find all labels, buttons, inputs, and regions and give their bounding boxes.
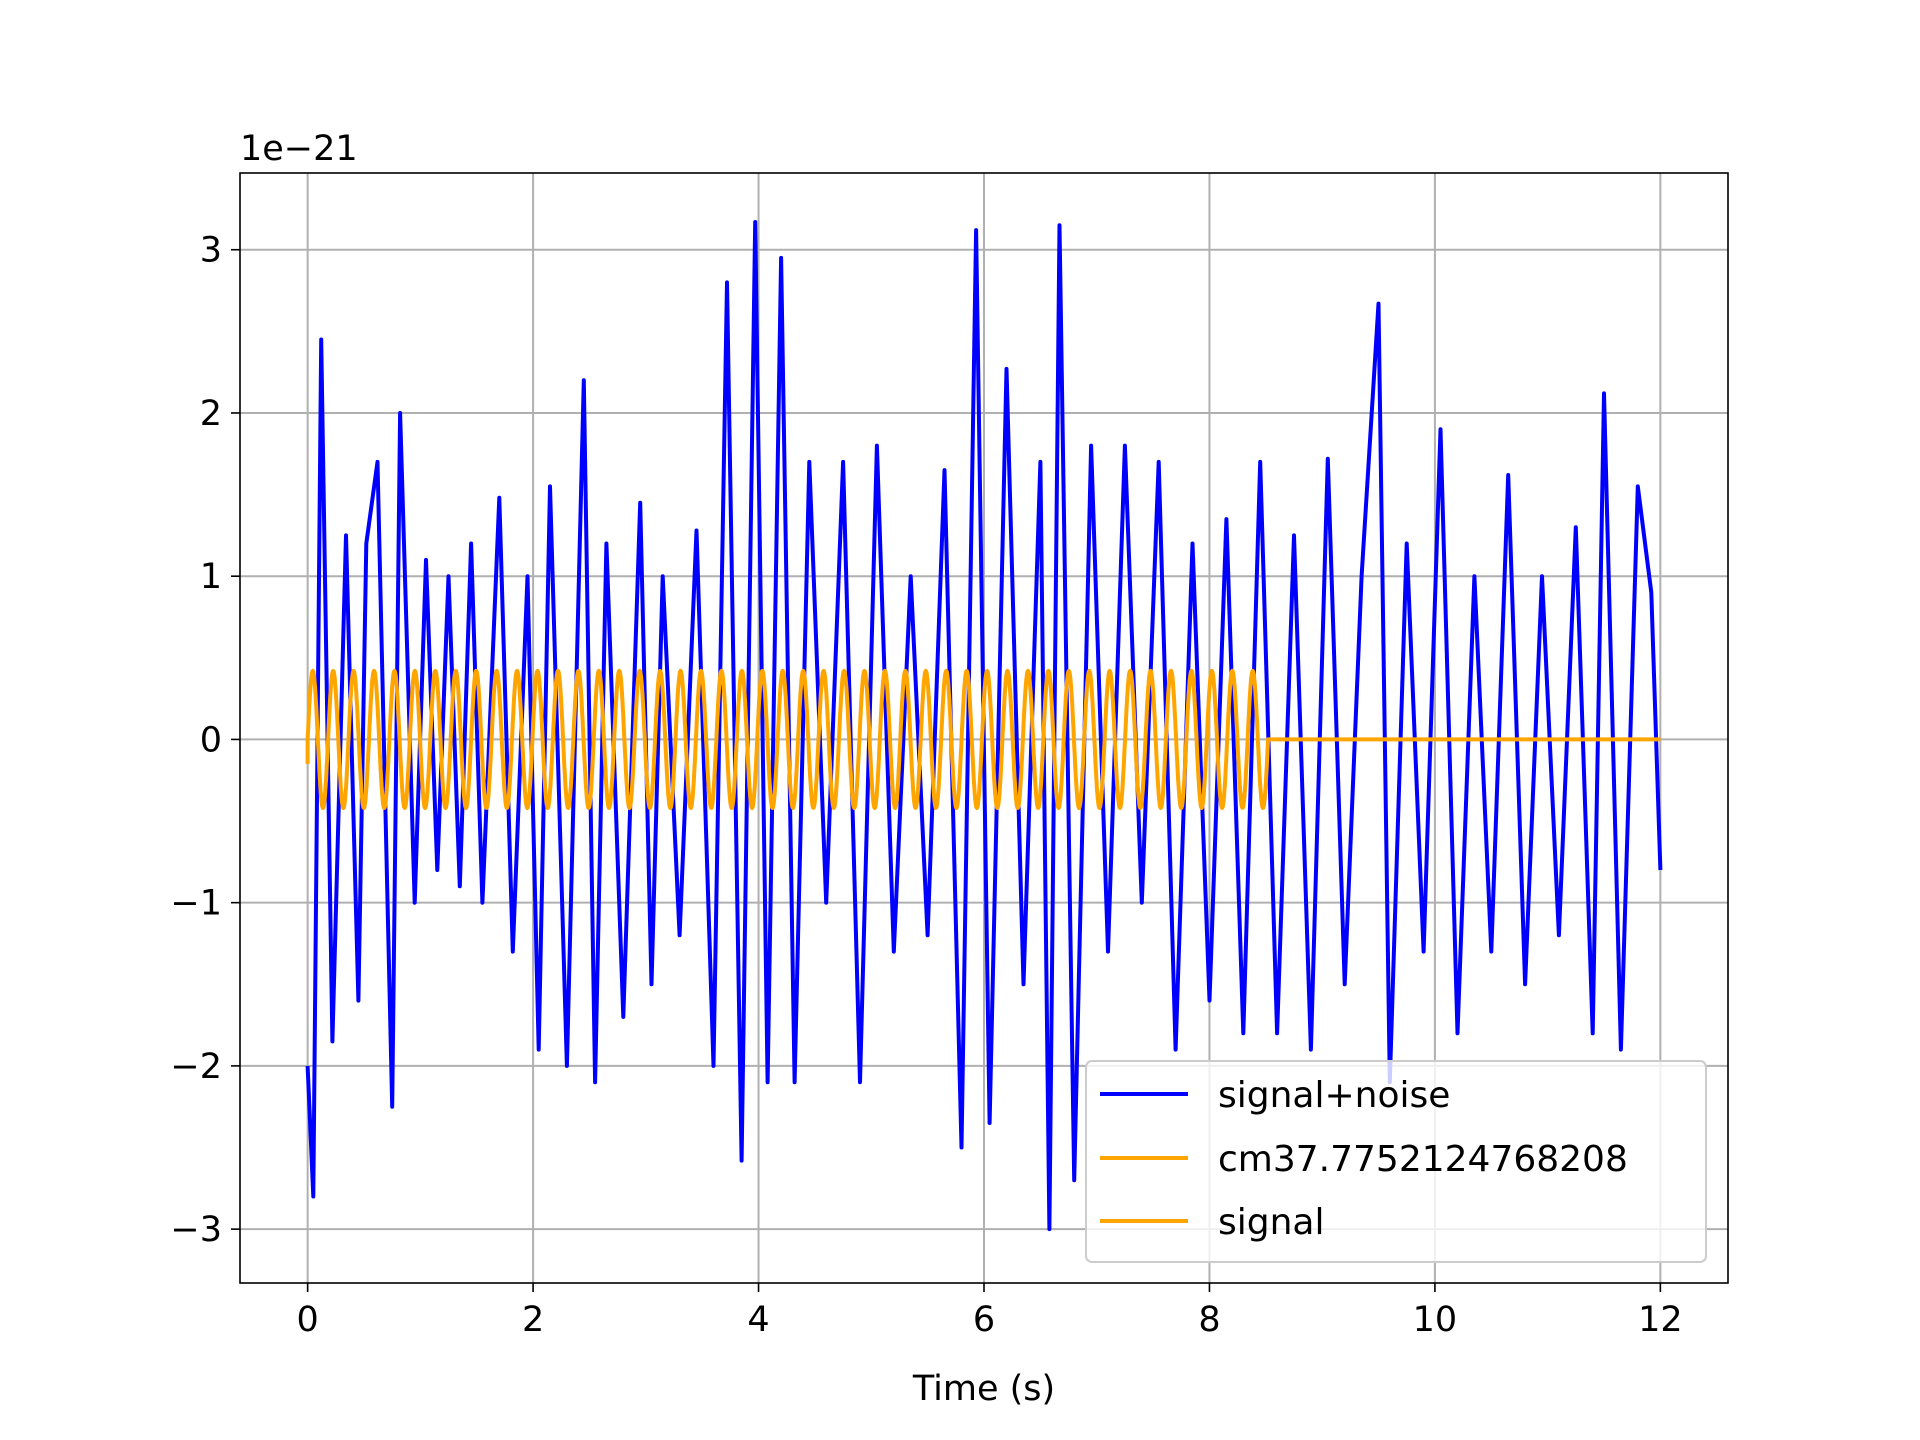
x-axis-label: Time (s) — [912, 1369, 1055, 1409]
legend-label-cm: cm37.7752124768208 — [1218, 1139, 1628, 1180]
x-tick-label: 2 — [522, 1300, 544, 1340]
y-tick-label: 3 — [200, 231, 222, 271]
legend: signal+noise cm37.7752124768208 signal — [1085, 1060, 1707, 1263]
legend-label-signal-noise: signal+noise — [1218, 1075, 1450, 1116]
series-signal-line — [305, 668, 1661, 810]
y-tick-label: 0 — [200, 720, 222, 760]
legend-box — [1085, 1060, 1707, 1263]
x-tick-label: 6 — [973, 1300, 995, 1340]
x-tick-label: 4 — [747, 1300, 769, 1340]
x-tick-label: 0 — [296, 1300, 318, 1340]
y-tick-label: −3 — [170, 1210, 222, 1250]
x-tick-label: 8 — [1198, 1300, 1220, 1340]
y-offset-text: 1e−21 — [240, 129, 358, 169]
y-tick-label: 2 — [200, 394, 222, 434]
series-lines — [305, 220, 1663, 1232]
y-tick-label: −1 — [170, 884, 222, 924]
x-tick-label: 12 — [1638, 1300, 1683, 1340]
x-tick-label: 10 — [1413, 1300, 1458, 1340]
legend-label-signal: signal — [1218, 1202, 1325, 1243]
y-tick-label: 1 — [200, 557, 222, 597]
series-signal-noise-line — [305, 220, 1663, 1232]
y-tick-label: −2 — [170, 1047, 222, 1087]
